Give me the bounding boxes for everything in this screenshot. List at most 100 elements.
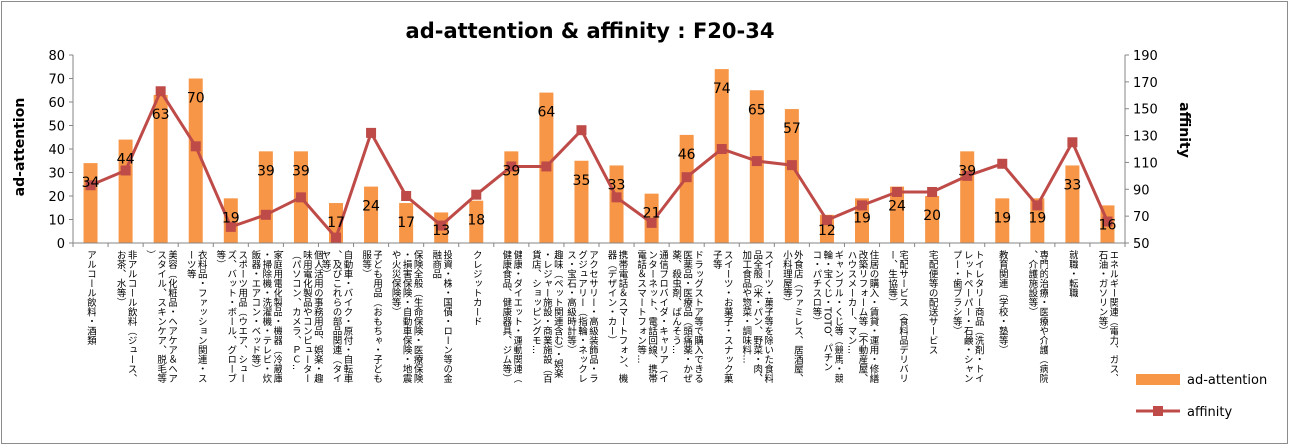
affinity-marker — [997, 158, 1008, 169]
x-tick-label: 通信プロバイダ・キャリア（イ ンターネット、電話回線、携帯 電話＆スマートフォン… — [635, 250, 669, 383]
affinity-marker — [331, 232, 341, 243]
bar-ad-attention — [995, 198, 1010, 243]
affinity-marker — [681, 172, 692, 183]
y-right-tick-label: 150 — [1133, 103, 1158, 118]
bar-data-label: 65 — [748, 102, 766, 118]
y-right-tick-label: 110 — [1133, 156, 1158, 171]
bar-data-label: 33 — [1063, 177, 1081, 193]
affinity-marker — [190, 141, 201, 152]
y-axis-left-label: ad-attention — [12, 98, 28, 197]
x-tick-label: 宅配サービス（食料品デリバリ ー、生協等） — [886, 250, 909, 383]
bar-data-label: 17 — [397, 215, 415, 231]
affinity-marker — [892, 186, 903, 197]
affinity-marker — [716, 144, 727, 154]
x-tick-label: クレジットカード — [470, 250, 482, 326]
affinity-marker — [1102, 216, 1113, 227]
x-tick-label: 携帯電話＆スマートフォン、機 器（デザイン・カー） — [605, 250, 628, 383]
x-tick-label: 投資・株・国債・ローン等の金 融商品 — [430, 250, 453, 383]
y-left-tick-label: 80 — [48, 49, 65, 64]
bar-data-label: 39 — [257, 163, 275, 179]
x-tick-label: 就職・転職 — [1066, 250, 1078, 298]
affinity-marker — [295, 192, 306, 203]
axes-layer: 0 10 20 30 40 50 60 70 80 50 70 90 110 130 150 170 190 — [48, 49, 1157, 252]
y-right-tick-label: 170 — [1133, 76, 1158, 91]
x-tick-label: 住居の購入・賃貸・運用・修繕 改築リフォーム等（不動産屋、 ハウスメーカー、マン… — [845, 250, 879, 383]
bar-data-label: 63 — [152, 107, 170, 123]
x-tick-label: 宅配便等の配送サービス — [926, 250, 938, 355]
bar-data-label: 13 — [432, 223, 450, 239]
bar-data-label: 16 — [1099, 217, 1117, 233]
bar-ad-attention — [504, 151, 519, 243]
affinity-marker — [85, 180, 96, 191]
x-tick-label: 趣味（ペット関連含む）・娯楽 ・レジャー施設・商業施設（百 貨店、ショッピングモ… — [529, 250, 563, 383]
bar-data-label: 19 — [993, 210, 1011, 226]
bar-ad-attention — [784, 109, 799, 243]
chart-title: ad-attention & affinity : F20-34 — [406, 19, 775, 43]
affinity-marker — [962, 170, 973, 181]
y-right-tick-label: 90 — [1133, 183, 1150, 198]
bar-ad-attention — [258, 151, 273, 243]
bar-data-label: 39 — [502, 163, 520, 179]
affinity-marker — [436, 220, 447, 231]
affinity-marker — [821, 215, 832, 226]
bar-data-label: 39 — [292, 163, 310, 179]
affinity-marker — [471, 189, 482, 200]
bar-ad-attention — [609, 165, 624, 243]
x-tick-label: 美容（化粧品・ヘアケア＆ヘア スタイル、スキンケア、脱毛等 ） — [144, 250, 178, 383]
y-right-tick-label: 130 — [1133, 130, 1158, 145]
x-tick-label: 非アルコール飲料（ジュース、 お茶、水等） — [114, 250, 137, 383]
bar-ad-attention — [890, 186, 905, 243]
bar-data-label: 21 — [643, 206, 661, 222]
bar-data-label: 24 — [888, 199, 906, 215]
x-tick-label: 専門的治療・医療や介護（病院 、介護施設等） — [1026, 250, 1049, 383]
bar-data-label: 19 — [1028, 210, 1046, 226]
bar-ad-attention — [364, 186, 379, 243]
y-left-tick-label: 0 — [57, 237, 65, 252]
affinity-marker — [751, 156, 762, 167]
bar-data-label: 19 — [222, 210, 240, 226]
x-tick-label: アルコール飲料・酒類 — [85, 250, 97, 345]
affinity-marker — [857, 200, 867, 211]
affinity-marker — [786, 160, 797, 171]
bar-ad-attention — [469, 200, 484, 243]
y-left-tick-label: 70 — [48, 73, 65, 88]
bar-data-label: 19 — [853, 210, 871, 226]
affinity-marker — [576, 125, 587, 136]
x-tick-label: 教育関連（学校・塾等） — [996, 250, 1008, 355]
bar-ad-attention — [574, 160, 589, 243]
affinity-marker — [401, 191, 412, 201]
affinity-line-layer — [85, 86, 1113, 243]
y-axis-right-label: affinity — [1176, 102, 1192, 158]
bar-data-label: 24 — [362, 199, 380, 215]
bar-ad-attention — [925, 196, 940, 243]
x-tick-label: スイーツ・菓子等を除いた食料 品全般（米・パン、野菜・肉、 加工食品や惣菜・調味… — [740, 250, 774, 383]
bar-ad-attention — [153, 94, 168, 243]
affinity-marker — [1032, 200, 1043, 211]
affinity-marker — [506, 161, 517, 172]
x-tick-label: スイーツ・お菓子・スナック菓 子等 — [710, 250, 733, 383]
bar-ad-attention — [749, 90, 764, 243]
x-tick-label: 保険全般（生命保険・医療保険 ・損害保険・自動車保険・地震 や火災保険等） — [389, 250, 423, 383]
y-left-tick-label: 40 — [48, 143, 65, 158]
legend-marker-affinity — [1153, 406, 1163, 416]
affinity-marker — [1067, 137, 1078, 148]
y-left-tick-label: 30 — [48, 167, 65, 182]
legend: ad-attention affinity — [1136, 373, 1267, 420]
bar-data-label: 17 — [327, 215, 345, 231]
y-right-tick-label: 50 — [1133, 237, 1150, 252]
y-right-tick-label: 190 — [1133, 49, 1158, 64]
affinity-marker — [541, 161, 552, 172]
bar-ad-attention — [1065, 165, 1080, 243]
legend-label-affinity: affinity — [1187, 405, 1232, 420]
x-tick-label: 健康・ダイエット・運動関連（ 健康食品、健康器具、ジム等） — [500, 250, 523, 383]
y-left-tick-label: 10 — [48, 214, 65, 229]
data-labels-layer: 34 44 63 70 19 39 39 17 24 17 13 18 39 64 35 33 21 46 74 65… — [82, 81, 1117, 239]
bar-data-label: 12 — [818, 223, 836, 239]
y-left-tick-label: 50 — [48, 120, 65, 135]
bar-data-label: 20 — [923, 208, 941, 224]
x-tick-label: 子ども用品（おもちゃ・子ども 服等） — [360, 250, 383, 383]
bar-data-label: 64 — [537, 105, 555, 121]
bar-data-label: 57 — [783, 121, 801, 137]
legend-label-ad-attention: ad-attention — [1187, 373, 1267, 388]
